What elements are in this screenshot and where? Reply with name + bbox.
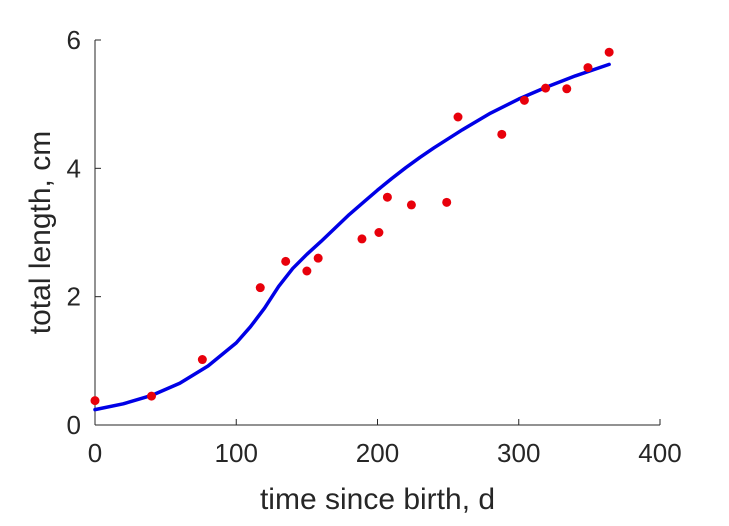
x-axis-label: time since birth, d bbox=[260, 483, 495, 516]
y-tick-label: 6 bbox=[67, 25, 81, 55]
data-point bbox=[519, 95, 529, 105]
data-point bbox=[453, 112, 463, 122]
data-point bbox=[541, 83, 551, 93]
data-point bbox=[374, 228, 384, 237]
data-point bbox=[497, 129, 507, 139]
data-point bbox=[281, 256, 291, 266]
data-point bbox=[604, 47, 614, 57]
fit-curve-line bbox=[93, 62, 611, 412]
x-tick-label: 0 bbox=[88, 438, 102, 468]
y-tick-label: 0 bbox=[67, 410, 81, 440]
y-tick-label: 4 bbox=[67, 153, 81, 183]
data-point bbox=[382, 192, 392, 202]
data-point bbox=[562, 84, 572, 94]
data-point bbox=[406, 200, 416, 210]
data-point bbox=[313, 253, 323, 263]
y-axis-label: total length, cm bbox=[24, 131, 57, 334]
data-point bbox=[147, 391, 156, 401]
x-tick-label: 400 bbox=[638, 438, 681, 468]
x-tick-label: 100 bbox=[215, 438, 258, 468]
plot-area bbox=[90, 47, 614, 412]
x-tick-label: 200 bbox=[356, 438, 399, 468]
data-point bbox=[357, 234, 367, 244]
data-point bbox=[90, 396, 100, 406]
data-point bbox=[302, 266, 312, 276]
data-point bbox=[583, 63, 593, 73]
axes: 0 100 200 300 400 0 2 4 6 bbox=[67, 25, 682, 468]
data-point bbox=[197, 355, 207, 365]
data-point bbox=[255, 283, 265, 293]
x-tick-label: 300 bbox=[497, 438, 540, 468]
y-tick-label: 2 bbox=[67, 282, 81, 312]
data-point bbox=[442, 197, 452, 207]
